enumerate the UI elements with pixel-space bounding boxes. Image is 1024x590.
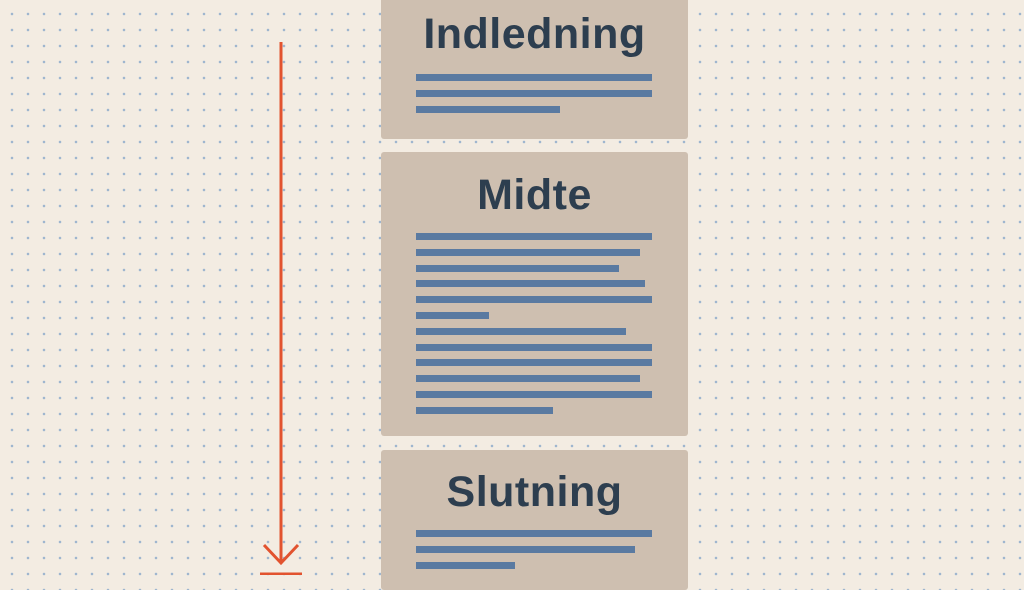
timeline-arrow — [260, 42, 302, 575]
card-title: Slutning — [446, 468, 623, 516]
text-line — [416, 74, 652, 81]
card-midte: Midte — [381, 152, 688, 436]
text-line — [416, 249, 640, 256]
text-line — [416, 280, 645, 287]
arrow-head — [262, 543, 300, 566]
text-line — [416, 328, 626, 335]
text-line — [416, 375, 640, 382]
card-title: Indledning — [423, 10, 646, 58]
text-line — [416, 359, 652, 366]
text-line — [416, 391, 652, 398]
text-line — [416, 344, 652, 351]
text-line — [416, 90, 652, 97]
text-line — [416, 233, 652, 240]
text-line — [416, 562, 515, 569]
card-indledning: Indledning — [381, 0, 688, 139]
card-title: Midte — [477, 171, 592, 219]
text-line — [416, 312, 489, 319]
text-line — [416, 265, 619, 272]
text-line — [416, 546, 635, 553]
text-line — [416, 296, 652, 303]
card-slutning: Slutning — [381, 450, 688, 590]
text-line — [416, 106, 560, 113]
text-line — [416, 530, 652, 537]
text-line — [416, 407, 553, 414]
